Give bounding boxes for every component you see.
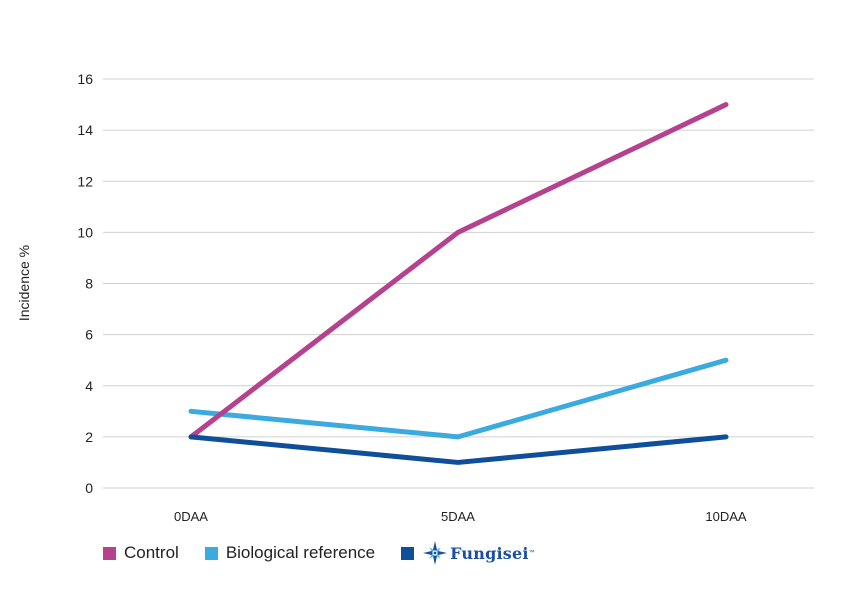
legend-item-biological-reference: Biological reference [204, 543, 376, 563]
legend: Control Biological reference Fungisei ™ [103, 540, 561, 566]
legend-item-control: Control [103, 543, 179, 563]
legend-swatch-biological-reference [204, 546, 218, 560]
legend-label-control: Control [124, 543, 179, 562]
legend-label-biological-reference: Biological reference [225, 543, 376, 562]
y-tick-label: 10 [77, 224, 93, 240]
y-tick-label: 0 [85, 480, 93, 496]
y-tick-label: 12 [77, 173, 93, 189]
grid-layer [103, 78, 814, 489]
y-axis-label: Incidence % [16, 245, 32, 321]
y-tick-label: 2 [85, 429, 93, 445]
series-line-biological-reference [188, 357, 729, 440]
x-tick-label: 5DAA [441, 509, 475, 524]
logo-trademark: ™ [528, 550, 535, 556]
x-tick-label: 0DAA [174, 509, 208, 524]
series-line-fungisei [188, 434, 729, 465]
logo-text: Fungisei [450, 543, 529, 563]
star-burst-icon [423, 541, 448, 565]
y-tick-label: 14 [77, 122, 93, 138]
tick-layer: 0 2 4 6 8 10 12 14 16 0DAA 5DAA 10DAA [77, 71, 746, 524]
legend-swatch-fungisei [401, 546, 415, 560]
y-tick-label: 4 [85, 378, 93, 394]
y-tick-label: 6 [85, 327, 93, 343]
y-tick-label: 16 [77, 71, 93, 87]
fungisei-logo: Fungisei ™ [422, 540, 535, 566]
legend-item-fungisei: Fungisei ™ [401, 540, 535, 566]
x-tick-label: 10DAA [705, 509, 747, 524]
legend-swatch-control [103, 546, 116, 560]
series-layer [188, 102, 729, 465]
y-tick-label: 8 [85, 276, 93, 292]
series-line-control [188, 102, 729, 440]
